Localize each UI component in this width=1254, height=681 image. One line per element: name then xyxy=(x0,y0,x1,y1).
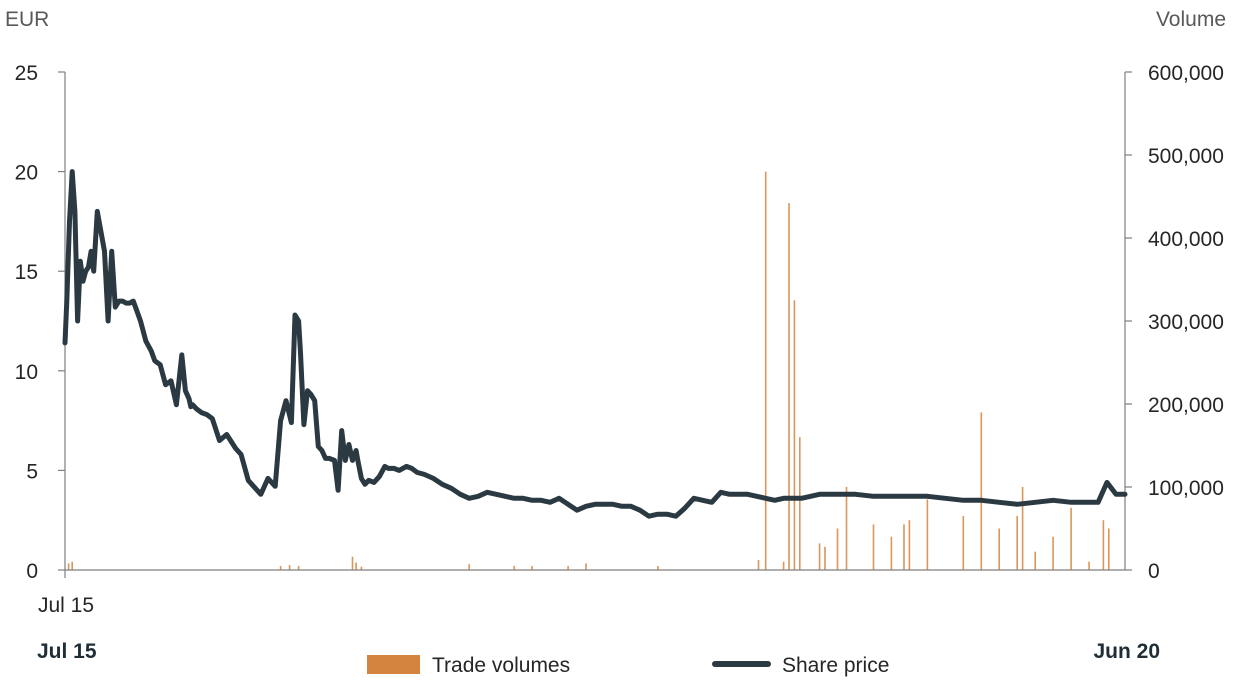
volume-bar xyxy=(824,546,826,570)
right-axis-ticks: 0 100,000 200,000 300,000 400,000 500,000 600,… xyxy=(1125,62,1224,583)
left-axis-tick-label: 15 xyxy=(15,261,38,284)
volume-bar xyxy=(1102,520,1105,570)
volume-bar xyxy=(1088,561,1090,570)
left-axis-unit: EUR xyxy=(5,8,49,31)
volume-bar xyxy=(67,563,70,570)
volume-bar xyxy=(351,556,354,570)
volume-bar xyxy=(998,528,1000,570)
legend: Trade volumes Share price xyxy=(367,654,889,677)
share-price-line xyxy=(62,169,1128,519)
volume-bar xyxy=(567,565,569,570)
volume-bar xyxy=(71,561,73,570)
volume-bar xyxy=(872,524,875,570)
volume-bar xyxy=(1021,487,1024,570)
volume-bar xyxy=(360,566,363,570)
x-axis-start-label: Jul 15 xyxy=(38,594,94,617)
volume-bar xyxy=(962,516,965,570)
right-axis-tick-label: 500,000 xyxy=(1148,145,1224,168)
volume-bar xyxy=(845,487,848,570)
left-axis-ticks: 0 5 10 15 20 25 xyxy=(15,62,65,583)
volume-bar xyxy=(836,528,839,570)
period-end-label: Jun 20 xyxy=(1093,640,1160,663)
volume-bar xyxy=(657,565,659,570)
left-axis-tick-label: 5 xyxy=(26,460,38,483)
volume-bar xyxy=(513,565,515,570)
right-axis-tick-label: 400,000 xyxy=(1148,228,1224,251)
volume-bar xyxy=(793,300,796,571)
volume-bar xyxy=(818,543,821,570)
volume-bar xyxy=(757,560,760,570)
right-axis-tick-label: 600,000 xyxy=(1148,62,1224,85)
volume-bar xyxy=(980,412,983,570)
volume-bar xyxy=(782,561,785,570)
left-axis-tick-label: 10 xyxy=(15,361,38,384)
trade-volume-bars xyxy=(67,171,1110,571)
right-axis-tick-label: 0 xyxy=(1148,560,1160,583)
period-start-label: Jul 15 xyxy=(37,640,97,663)
volume-bar xyxy=(1108,528,1110,570)
volume-bar xyxy=(799,437,801,570)
volume-bar xyxy=(1052,536,1054,570)
volume-bar xyxy=(764,171,767,570)
volume-bar xyxy=(1034,551,1036,570)
volume-bar xyxy=(279,565,282,570)
volume-bar xyxy=(908,520,911,570)
volume-bar xyxy=(903,524,905,570)
volume-bar xyxy=(890,536,893,570)
volume-bar xyxy=(788,203,790,570)
left-axis-tick-label: 20 xyxy=(15,162,38,185)
legend-volume-label: Trade volumes xyxy=(432,654,570,677)
legend-volume-swatch xyxy=(367,655,420,674)
left-axis-tick-label: 0 xyxy=(26,560,38,583)
volume-bar xyxy=(585,563,587,570)
volume-bar xyxy=(531,565,533,570)
legend-price-label: Share price xyxy=(782,654,889,677)
right-axis-tick-label: 100,000 xyxy=(1148,477,1224,500)
right-axis-tick-label: 300,000 xyxy=(1148,311,1224,334)
volume-bar xyxy=(1016,516,1018,570)
volume-bar xyxy=(355,562,357,570)
right-axis-tick-label: 200,000 xyxy=(1148,394,1224,417)
left-axis-tick-label: 25 xyxy=(15,62,38,85)
volume-bar xyxy=(926,499,929,570)
volume-bar xyxy=(297,565,300,570)
volume-bar xyxy=(468,564,470,570)
right-axis-unit: Volume xyxy=(1156,8,1226,31)
volume-bar xyxy=(288,565,291,570)
volume-bar xyxy=(1070,507,1072,571)
